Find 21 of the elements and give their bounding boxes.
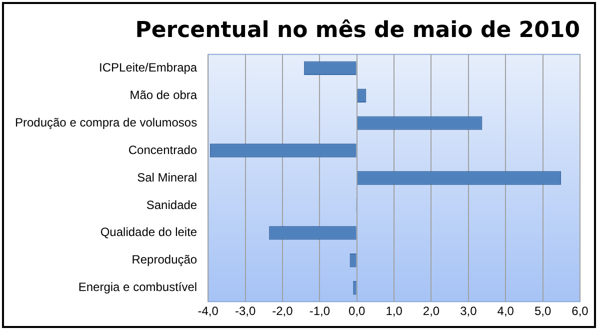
x-tick-label: 6,0	[572, 304, 589, 318]
y-tick-label: Qualidade do leite	[100, 225, 198, 240]
x-tick-label: 5,0	[534, 304, 552, 318]
x-tick-label: -2,0	[272, 304, 294, 318]
y-tick-label: Energia e combustível	[78, 280, 198, 294]
y-tick-label: Sal Mineral	[137, 170, 198, 184]
x-tick-label: -1,0	[309, 304, 330, 318]
y-tick-label: Reprodução	[132, 252, 198, 267]
y-tick-label: Mão de obra	[130, 88, 198, 102]
x-tick-label: 3,0	[460, 304, 478, 318]
y-tick-label: Sanidade	[146, 198, 198, 212]
x-tick-label: 4,0	[497, 304, 514, 318]
y-tick-label: Produção e compra de volumosos	[14, 115, 198, 130]
x-tick-label: 2,0	[422, 304, 440, 318]
x-tick-label: -3,0	[234, 304, 256, 318]
chart-title: Percentual no mês de maio de 2010	[135, 18, 580, 43]
y-tick-label: ICPLeite/Embrapa	[99, 60, 198, 74]
x-tick-label: -4,0	[198, 304, 219, 318]
x-tick-label: 0,0	[348, 304, 366, 318]
y-tick-label: Concentrado	[128, 142, 198, 157]
x-tick-label: 1,0	[386, 304, 403, 318]
